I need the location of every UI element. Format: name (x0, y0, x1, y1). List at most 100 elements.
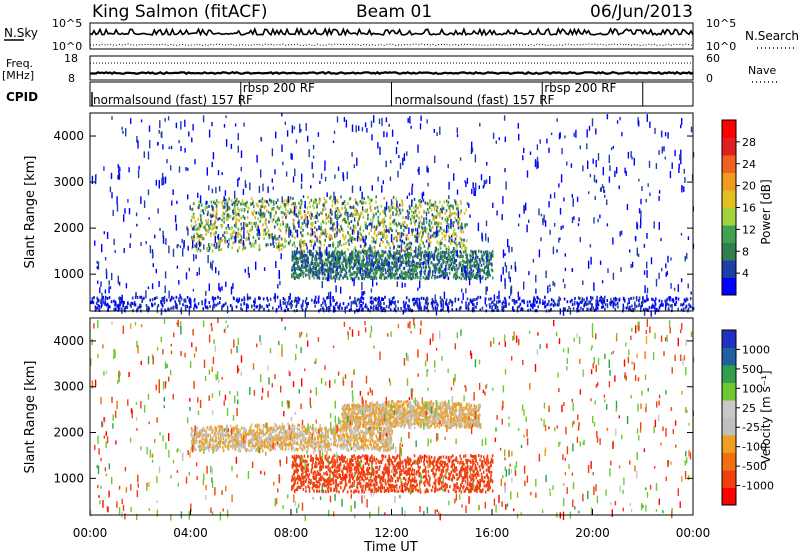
heatmap-cell (458, 265, 461, 269)
heatmap-cell (306, 206, 309, 210)
heatmap-cell (97, 280, 99, 284)
heatmap-cell (302, 228, 304, 232)
heatmap-cell (400, 270, 403, 273)
heatmap-cell (326, 216, 329, 220)
heatmap-cell (287, 241, 290, 245)
heatmap-cell (294, 244, 296, 248)
heatmap-cell (509, 276, 511, 283)
heatmap-cell (547, 285, 549, 294)
colorbar-tick-label: 24 (742, 158, 756, 171)
heatmap-cell (384, 250, 387, 254)
heatmap-cell (331, 252, 333, 256)
heatmap-cell (399, 259, 401, 263)
heatmap-cell (306, 302, 308, 306)
heatmap-cell (396, 262, 398, 266)
heatmap-cell (168, 308, 171, 312)
heatmap-cell (284, 203, 286, 207)
heatmap-cell (455, 251, 458, 255)
heatmap-cell (510, 265, 513, 270)
heatmap-cell (522, 155, 524, 161)
heatmap-cell (508, 245, 510, 253)
heatmap-cell (265, 304, 268, 308)
heatmap-cell (296, 261, 299, 265)
heatmap-cell (400, 243, 403, 253)
heatmap-cell (169, 298, 172, 302)
heatmap-cell (414, 223, 416, 227)
heatmap-cell (357, 212, 360, 216)
heatmap-cell (211, 297, 214, 300)
heatmap-cell (297, 266, 299, 270)
heatmap-cell (298, 201, 300, 205)
heatmap-cell (198, 204, 200, 208)
heatmap-cell (341, 252, 344, 256)
heatmap-cell (375, 255, 377, 259)
heatmap-cell (290, 305, 292, 309)
heatmap-cell (229, 215, 232, 218)
heatmap-cell (606, 199, 608, 206)
heatmap-cell (217, 217, 219, 221)
heatmap-cell (221, 172, 223, 176)
heatmap-cell (378, 254, 380, 258)
heatmap-cell (200, 242, 202, 246)
heatmap-cell (240, 150, 243, 159)
heatmap-cell (252, 199, 254, 203)
heatmap-cell (459, 199, 462, 203)
heatmap-cell (487, 275, 489, 279)
heatmap-cell (148, 125, 151, 132)
heatmap-cell (275, 261, 277, 268)
heatmap-cell (319, 424, 321, 428)
heatmap-cell (311, 162, 313, 170)
heatmap-cell (356, 273, 358, 277)
heatmap-cell (211, 122, 213, 127)
heatmap-cell (389, 222, 392, 226)
heatmap-cell (367, 272, 370, 276)
heatmap-cell (191, 430, 193, 434)
heatmap-cell (284, 225, 287, 229)
heatmap-cell (161, 172, 164, 180)
heatmap-cell (314, 198, 316, 201)
heatmap-cell (234, 190, 236, 199)
heatmap-cell (369, 257, 371, 263)
heatmap-cell (553, 282, 556, 287)
heatmap-cell (212, 152, 215, 160)
heatmap-cell (436, 275, 439, 279)
heatmap-cell (440, 222, 442, 225)
heatmap-cell (532, 259, 535, 263)
heatmap-cell (296, 250, 299, 254)
heatmap-cell (458, 308, 461, 311)
heatmap-cell (189, 205, 191, 211)
heatmap-cell (397, 213, 400, 217)
heatmap-cell (413, 206, 415, 210)
heatmap-cell (549, 194, 552, 199)
heatmap-cell (234, 123, 237, 127)
heatmap-cell (350, 265, 353, 269)
heatmap-cell (369, 253, 371, 257)
heatmap-cell (389, 266, 391, 270)
heatmap-cell (197, 217, 199, 221)
heatmap-cell (582, 165, 584, 172)
heatmap-cell (424, 298, 427, 302)
heatmap-cell (245, 303, 248, 312)
heatmap-cell (468, 203, 470, 208)
heatmap-cell (353, 213, 356, 217)
heatmap-cell (392, 242, 395, 246)
heatmap-cell (485, 286, 487, 295)
heatmap-cell (671, 298, 674, 302)
heatmap-cell (314, 242, 316, 247)
heatmap-cell (205, 290, 207, 296)
heatmap-cell (339, 264, 342, 268)
heatmap-cell (580, 306, 582, 310)
heatmap-cell (284, 244, 286, 248)
heatmap-cell (642, 308, 645, 312)
heatmap-cell (401, 282, 403, 288)
heatmap-cell (349, 257, 351, 261)
heatmap-cell (314, 262, 317, 266)
heatmap-cell (299, 209, 302, 213)
heatmap-cell (318, 273, 320, 277)
heatmap-cell (481, 268, 484, 272)
heatmap-cell (351, 229, 354, 235)
heatmap-cell (343, 242, 345, 246)
heatmap-cell (421, 215, 423, 219)
heatmap-cell (372, 279, 374, 287)
heatmap-cell (254, 211, 257, 215)
